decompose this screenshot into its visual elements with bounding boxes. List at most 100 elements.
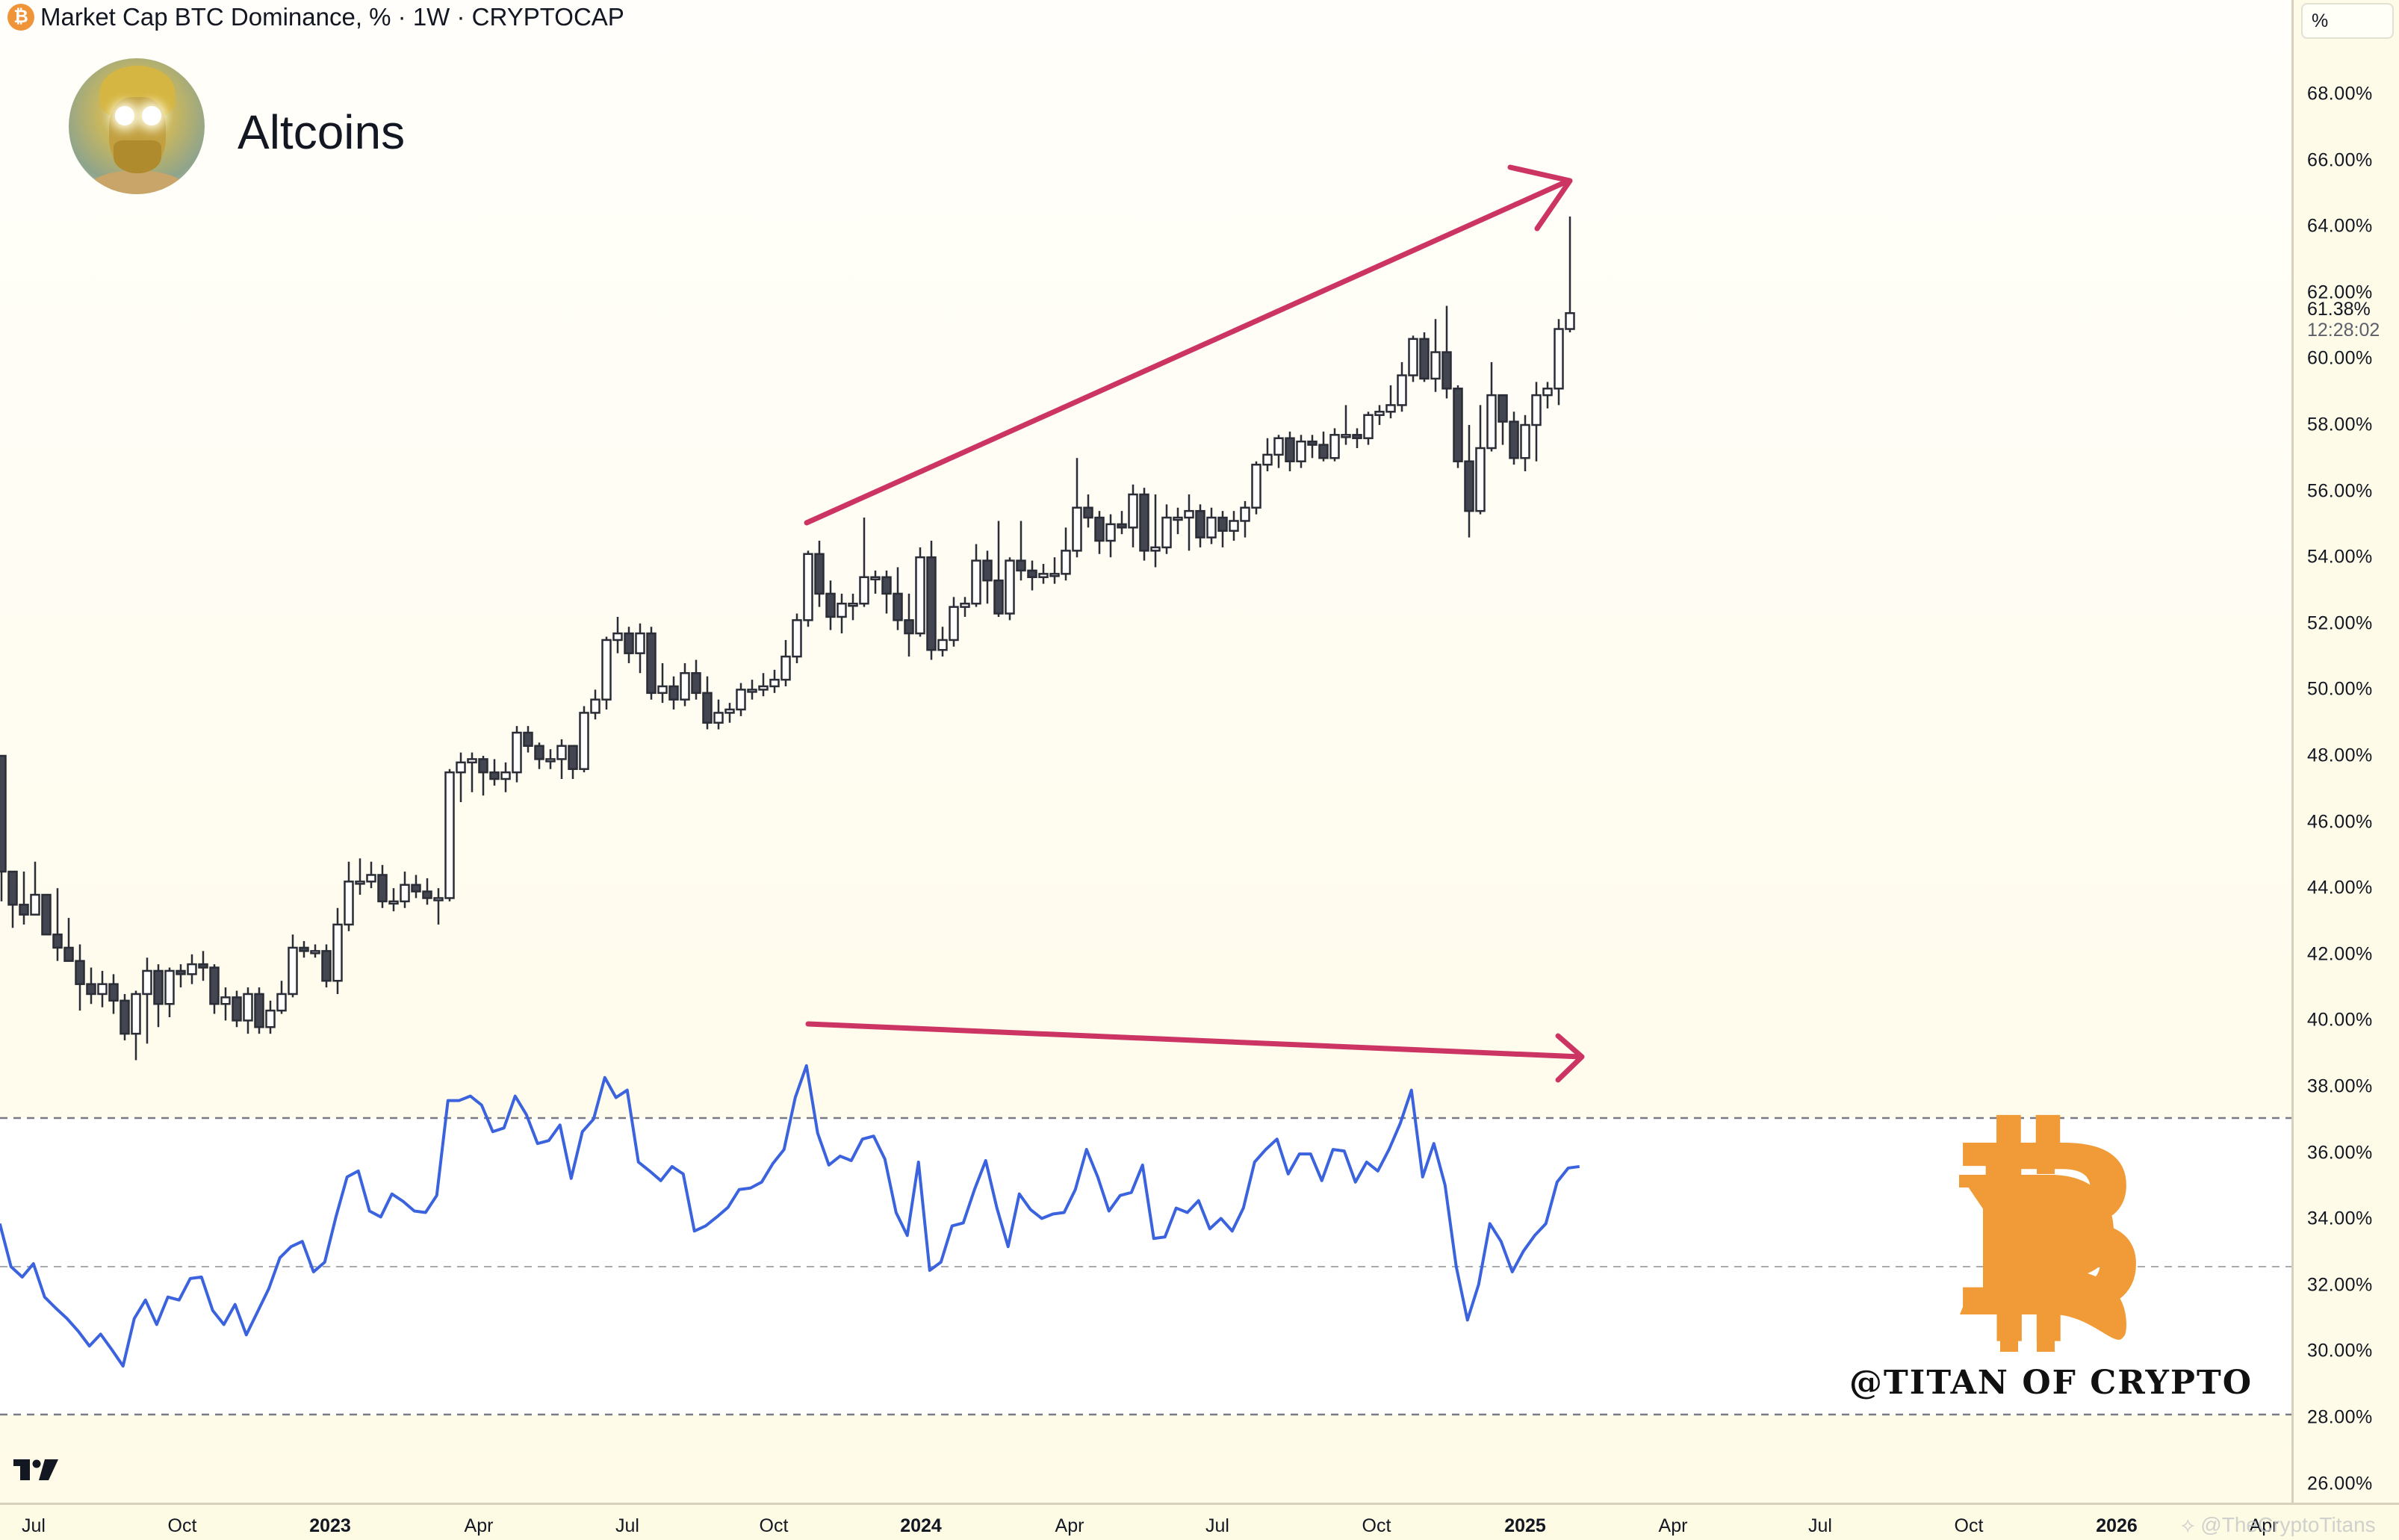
candle-down (254, 993, 264, 1028)
price-axis-label: 44.00% (2307, 877, 2373, 898)
candle-up (97, 983, 108, 996)
candle-down (904, 619, 914, 635)
candle-up (1038, 573, 1049, 579)
candle-down (1083, 506, 1093, 519)
candle-up (1374, 411, 1385, 416)
candle-down (1117, 523, 1127, 529)
time-axis-label: Oct (1362, 1515, 1391, 1536)
time-axis-label: Oct (1954, 1515, 1984, 1536)
candle-down (86, 983, 96, 996)
candle-up (1206, 516, 1217, 538)
time-axis-label: 2024 (900, 1515, 942, 1536)
candle-up (612, 632, 623, 642)
candle-up (937, 639, 948, 651)
price-axis-label: 66.00% (2307, 149, 2373, 171)
candle-down (478, 758, 488, 774)
candle-up (355, 881, 365, 885)
candle-up (949, 606, 959, 642)
candle-up (1329, 434, 1340, 459)
candle-down (1027, 569, 1037, 579)
candle-down (1094, 516, 1105, 542)
candle-up (1251, 463, 1261, 509)
candle-up (344, 881, 354, 926)
candle-down (209, 966, 220, 1005)
candle-up (1150, 546, 1161, 552)
candle-up (265, 1009, 276, 1028)
price-axis-label: 30.00% (2307, 1340, 2373, 1362)
time-axis-label: Jul (615, 1515, 639, 1536)
candle-up (657, 685, 668, 695)
candle-up (1072, 506, 1082, 552)
candle-down (982, 559, 993, 582)
candle-up (276, 993, 287, 1012)
candle-up (220, 996, 231, 1005)
candle-down (534, 745, 544, 760)
candle-down (814, 553, 825, 595)
bitcoin-logo-icon (1959, 1132, 2126, 1352)
candle-down (422, 890, 432, 899)
candle-up (243, 993, 253, 1022)
avatar-eye-right (142, 106, 161, 125)
candle-up (780, 655, 791, 681)
candle-down (993, 579, 1004, 615)
price-axis[interactable]: % 68.00% 66.00% 64.00% 62.00% 60.00% 58.00% 56… (2291, 0, 2399, 1540)
candle-down (198, 963, 208, 969)
time-axis[interactable]: Jul Oct 2023 Apr Jul Oct 2024 Apr Jul Oct 2025 Apr J… (0, 1503, 2399, 1540)
candle-up (724, 708, 735, 714)
candle-down (63, 946, 74, 962)
tradingview-logo-icon[interactable] (13, 1458, 60, 1482)
candle-up (30, 893, 40, 916)
candle-down (1139, 493, 1149, 552)
candle-up (545, 758, 556, 763)
rsi-divergence-arrow[interactable] (805, 1021, 1585, 1083)
price-axis-label: 54.00% (2307, 546, 2373, 568)
candle-up (456, 761, 466, 774)
candle-down (1441, 351, 1452, 390)
candle-down (1016, 559, 1026, 572)
candle-up (131, 993, 141, 1035)
price-axis-label: 46.00% (2307, 811, 2373, 833)
price-axis-label: 38.00% (2307, 1075, 2373, 1097)
price-axis-label: 40.00% (2307, 1009, 2373, 1031)
price-axis-label: 50.00% (2307, 678, 2373, 700)
candle-down (108, 983, 119, 1002)
candle-up (1128, 493, 1138, 529)
symbol-title: Market Cap BTC Dominance, % · 1W · CRYPT… (40, 3, 624, 31)
candle-up (1397, 374, 1407, 406)
candle-up (1061, 550, 1071, 575)
candle-down (0, 754, 7, 873)
candle-up (1475, 447, 1486, 512)
candle-up (288, 946, 298, 996)
candle-up (1005, 559, 1015, 615)
avatar-beard (114, 140, 161, 173)
unit-selector-button[interactable]: % (2301, 3, 2394, 39)
candle-down (1217, 516, 1228, 533)
candle-up (971, 559, 981, 605)
time-axis-label: Oct (759, 1515, 789, 1536)
candle-up (1161, 516, 1172, 549)
candle-down (377, 874, 388, 903)
chart-canvas[interactable] (0, 0, 2291, 1503)
candle-up (1229, 520, 1239, 533)
candle-up (1520, 423, 1530, 459)
price-axis-label: 64.00% (2307, 215, 2373, 237)
candle-up (142, 969, 152, 996)
candle-up (1173, 516, 1183, 521)
price-axis-label: 28.00% (2307, 1406, 2373, 1428)
price-trend-arrow[interactable] (804, 164, 1573, 526)
candle-down (19, 904, 29, 916)
candle-up (310, 950, 320, 954)
candle-down (523, 731, 533, 747)
overlay-title: Altcoins (238, 105, 406, 159)
candle-up (1296, 440, 1306, 462)
time-axis-label: Apr (2249, 1515, 2279, 1536)
candle-up (1184, 509, 1194, 519)
candle-up (960, 602, 970, 608)
candle-up (1408, 338, 1418, 376)
candle-up (859, 576, 869, 605)
candle-up (332, 923, 343, 982)
candle-up (1105, 523, 1116, 542)
chart-header[interactable]: ₿ Market Cap BTC Dominance, % · 1W · CRY… (7, 3, 624, 31)
candle-down (52, 933, 63, 949)
candle-up (1341, 434, 1351, 438)
